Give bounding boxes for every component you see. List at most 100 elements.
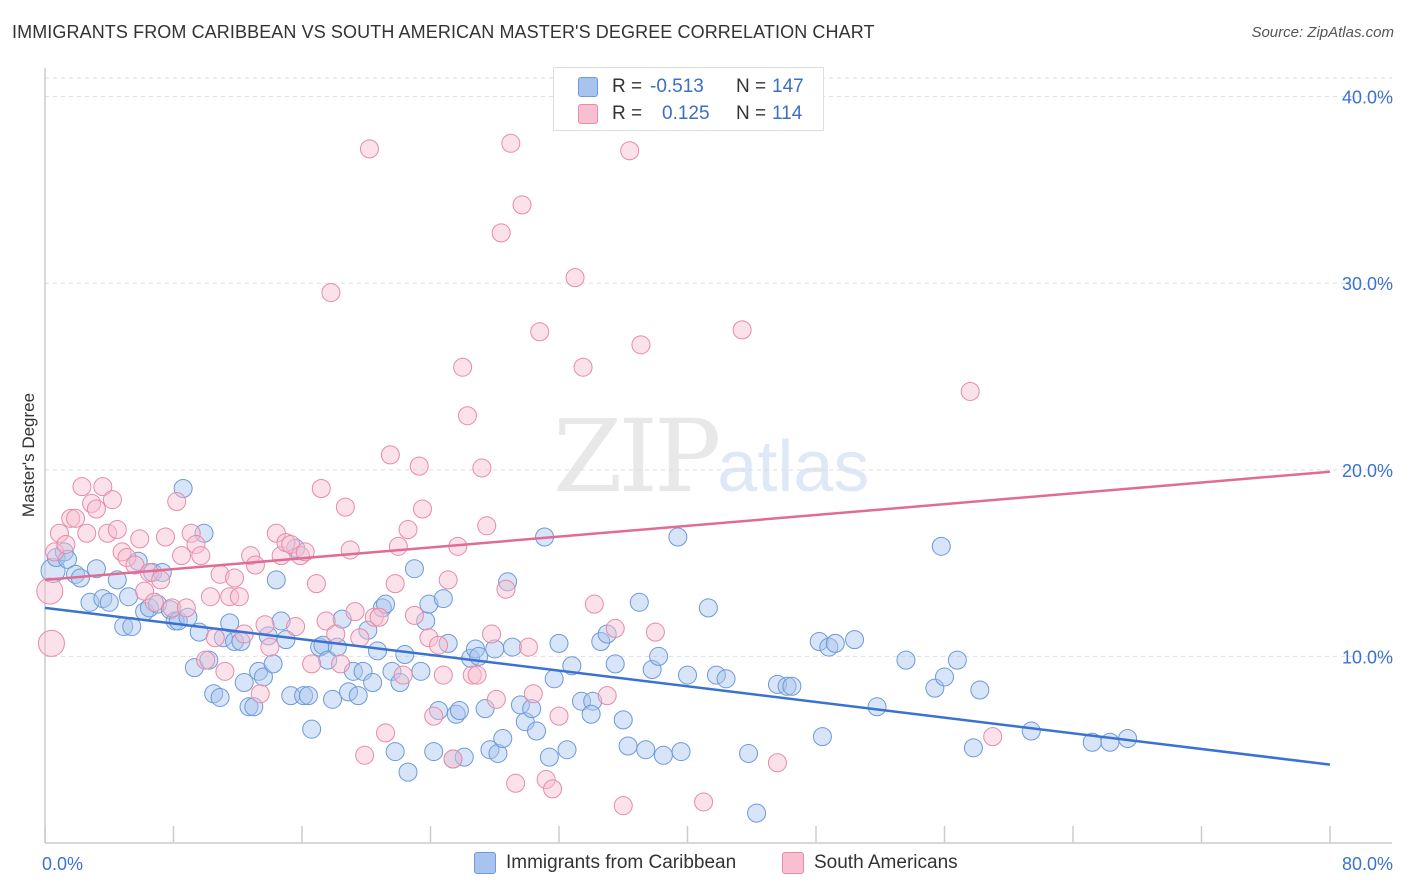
data-point-south-americans: [438, 570, 458, 590]
data-point-caribbean: [739, 743, 759, 763]
data-point-caribbean: [825, 633, 845, 653]
watermark-zip: ZIP: [553, 398, 721, 515]
data-point-caribbean: [747, 803, 767, 823]
data-point-south-americans: [385, 574, 405, 594]
data-point-caribbean: [404, 559, 424, 579]
data-point-caribbean: [323, 689, 343, 709]
data-point-south-americans: [186, 534, 206, 554]
data-point-south-americans: [359, 139, 379, 159]
data-point-south-americans: [37, 629, 65, 657]
data-point-caribbean: [649, 646, 669, 666]
data-point-south-americans: [162, 598, 182, 618]
data-point-caribbean: [782, 676, 802, 696]
legend-item-south-americans[interactable]: South Americans: [782, 852, 958, 874]
data-point-caribbean: [571, 691, 591, 711]
data-point-caribbean: [668, 527, 688, 547]
legend-n-label: N =: [736, 103, 767, 124]
data-point-south-americans: [355, 745, 375, 765]
data-point-caribbean: [963, 738, 983, 758]
data-point-south-americans: [286, 617, 306, 637]
data-point-south-americans: [424, 706, 444, 726]
data-point-south-americans: [597, 686, 617, 706]
data-point-south-americans: [86, 499, 106, 519]
data-point-caribbean: [653, 745, 673, 765]
y-axis-label: Master's Degree: [19, 392, 38, 518]
data-point-south-americans: [409, 456, 429, 476]
data-point-caribbean: [411, 661, 431, 681]
data-point-caribbean: [557, 740, 577, 760]
data-point-south-americans: [66, 508, 86, 528]
data-point-south-americans: [306, 574, 326, 594]
data-point-caribbean: [225, 631, 245, 651]
data-point-caribbean: [318, 650, 338, 670]
data-point-south-americans: [130, 529, 150, 549]
data-point-south-americans: [321, 283, 341, 303]
data-point-south-americans: [732, 320, 752, 340]
axes: [44, 68, 1392, 844]
data-point-caribbean: [618, 736, 638, 756]
data-point-south-americans: [225, 568, 245, 588]
data-point-south-americans: [77, 523, 97, 543]
data-point-caribbean: [363, 673, 383, 693]
data-point-caribbean: [706, 665, 726, 685]
data-point-south-americans: [98, 523, 118, 543]
data-point-caribbean: [416, 611, 436, 631]
data-point-south-americans: [453, 357, 473, 377]
watermark: ZIPatlas: [553, 398, 869, 515]
data-point-caribbean: [716, 669, 736, 689]
data-point-caribbean: [935, 667, 954, 687]
data-point-south-americans: [36, 577, 64, 605]
data-point-caribbean: [446, 704, 466, 724]
data-point-caribbean: [562, 656, 582, 676]
data-point-caribbean: [867, 697, 887, 717]
trend-line-south-americans: [44, 470, 1331, 582]
data-point-south-americans: [260, 637, 280, 657]
data-point-south-americans: [176, 598, 196, 618]
data-point-south-americans: [340, 540, 360, 560]
data-point-caribbean: [119, 587, 139, 607]
data-point-caribbean: [204, 684, 224, 704]
data-point-south-americans: [45, 542, 65, 562]
data-point-south-americans: [523, 684, 543, 704]
data-point-south-americans: [457, 406, 477, 426]
data-point-south-americans: [472, 458, 492, 478]
data-point-caribbean: [263, 654, 283, 674]
data-point-caribbean: [931, 536, 951, 556]
legend-label-south-americans: South Americans: [814, 852, 958, 873]
data-point-caribbean: [239, 697, 259, 717]
data-point-south-americans: [613, 796, 633, 816]
data-point-caribbean: [395, 645, 415, 665]
grid-lines: [45, 77, 1392, 657]
data-point-south-americans: [404, 605, 424, 625]
data-point-caribbean: [298, 686, 318, 706]
legend-n-label: N =: [736, 76, 767, 97]
data-point-south-americans: [302, 654, 322, 674]
data-point-south-americans: [645, 622, 665, 642]
data-point-caribbean: [896, 650, 916, 670]
data-point-south-americans: [331, 654, 351, 674]
data-point-south-americans: [350, 628, 370, 648]
data-point-caribbean: [812, 727, 832, 747]
data-point-caribbean: [367, 641, 387, 661]
data-point-south-americans: [364, 607, 384, 627]
data-point-south-americans: [983, 727, 1003, 747]
data-point-caribbean: [925, 678, 945, 698]
legend-item-caribbean[interactable]: Immigrants from Caribbean: [474, 852, 736, 874]
data-point-south-americans: [393, 665, 413, 685]
data-point-caribbean: [385, 742, 405, 762]
data-point-caribbean: [636, 740, 656, 760]
data-point-south-americans: [530, 322, 550, 342]
stats-legend: R = -0.513 N = 147 R = 0.125 N = 114: [553, 67, 824, 131]
y-tick-label: 10.0%: [1342, 647, 1393, 667]
data-point-caribbean: [488, 743, 508, 763]
data-point-south-americans: [229, 587, 249, 607]
data-point-caribbean: [549, 633, 569, 653]
data-point-south-americans: [443, 749, 463, 769]
data-point-south-americans: [960, 381, 980, 401]
data-point-caribbean: [698, 598, 718, 618]
data-point-caribbean: [99, 592, 119, 612]
data-point-south-americans: [117, 548, 137, 568]
data-point-south-americans: [388, 536, 408, 556]
data-point-south-americans: [477, 516, 497, 536]
data-point-south-americans: [506, 773, 526, 793]
